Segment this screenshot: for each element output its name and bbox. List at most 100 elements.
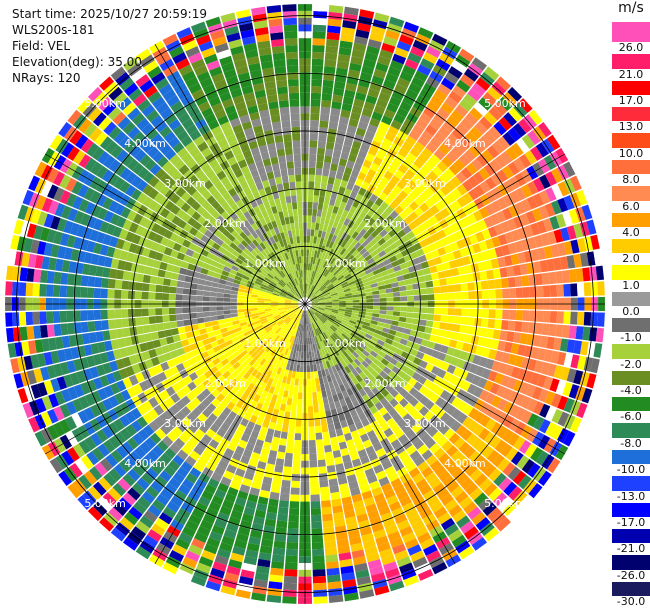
range-gate-cell <box>589 327 598 342</box>
range-gate-cell <box>286 535 299 543</box>
range-gate-cell <box>369 117 381 128</box>
range-gate-cell <box>409 433 420 445</box>
range-gate-cell <box>303 310 305 318</box>
range-gate-cell <box>67 208 78 222</box>
range-gate-cell <box>28 416 41 433</box>
range-gate-cell <box>164 329 173 338</box>
range-gate-cell <box>212 561 227 572</box>
range-gate-cell <box>69 222 80 236</box>
range-gate-cell <box>297 316 301 324</box>
range-gate-cell <box>419 112 432 124</box>
range-gate-cell <box>350 317 358 323</box>
range-gate-cell <box>513 102 528 118</box>
range-gate-cell <box>287 311 294 316</box>
range-gate-cell <box>86 379 97 393</box>
range-gate-cell <box>527 358 537 372</box>
range-gate-cell <box>260 331 268 338</box>
range-gate-cell <box>305 310 307 318</box>
range-gate-cell <box>199 174 210 185</box>
velocity-ray <box>311 161 576 302</box>
range-gate-cell <box>99 352 109 364</box>
range-gate-cell <box>559 256 569 270</box>
range-gate-cell <box>39 325 49 339</box>
range-gate-cell <box>278 410 285 418</box>
range-gate-cell <box>329 314 337 319</box>
range-gate-cell <box>197 383 207 393</box>
range-gate-cell <box>92 242 103 255</box>
range-gate-cell <box>371 221 380 230</box>
range-gate-cell <box>54 336 64 350</box>
range-gate-cell <box>349 283 357 288</box>
range-gate-cell <box>194 230 204 240</box>
range-gate-cell <box>410 550 425 562</box>
range-gate-cell <box>310 277 315 285</box>
range-gate-cell <box>513 215 524 229</box>
range-gate-cell <box>329 289 337 294</box>
range-gate-cell <box>389 357 398 366</box>
range-gate-cell <box>284 569 298 577</box>
range-gate-cell <box>255 181 264 191</box>
range-gate-cell <box>168 307 176 315</box>
range-gate-cell <box>502 429 514 443</box>
range-gate-cell <box>510 229 521 242</box>
range-gate-cell <box>318 341 324 349</box>
range-gate-cell <box>308 309 313 316</box>
range-gate-cell <box>489 435 502 449</box>
range-gate-cell <box>444 330 453 339</box>
range-gate-cell <box>255 346 263 354</box>
range-gate-cell <box>211 379 221 389</box>
range-gate-cell <box>496 169 509 183</box>
range-gate-cell <box>77 345 87 358</box>
range-gate-cell <box>308 419 315 427</box>
range-gate-cell <box>96 193 107 207</box>
range-gate-cell <box>493 492 508 507</box>
range-gate-cell <box>326 38 340 48</box>
range-gate-cell <box>498 116 512 131</box>
range-gate-cell <box>293 315 298 322</box>
range-gate-cell <box>507 127 521 142</box>
range-gate-cell <box>389 398 399 408</box>
range-gate-cell <box>244 363 252 372</box>
range-gate-cell <box>76 224 87 238</box>
range-gate-cell <box>226 354 235 362</box>
range-gate-cell <box>339 266 347 273</box>
range-gate-cell <box>122 377 133 389</box>
range-gate-cell <box>496 425 509 439</box>
range-gate-cell <box>413 439 425 450</box>
range-gate-cell <box>318 251 324 259</box>
range-gate-cell <box>389 501 402 512</box>
range-gate-cell <box>48 200 60 215</box>
range-gate-cell <box>291 371 296 379</box>
range-gate-cell <box>320 216 326 225</box>
range-gate-cell <box>376 182 386 192</box>
range-gate-cell <box>411 76 425 88</box>
range-gate-cell <box>169 153 181 166</box>
range-gate-cell <box>479 180 491 194</box>
range-gate-cell <box>306 344 309 352</box>
range-gate-cell <box>545 422 557 437</box>
range-gate-cell <box>253 320 261 325</box>
range-gate-cell <box>404 58 419 70</box>
range-gate-cell <box>508 107 523 122</box>
range-gate-cell <box>218 186 228 196</box>
range-gate-cell <box>308 309 314 316</box>
range-gate-cell <box>347 363 355 372</box>
range-gate-cell <box>547 231 557 245</box>
range-gate-cell <box>306 317 308 325</box>
range-gate-cell <box>369 81 382 92</box>
range-gate-cell <box>366 552 380 563</box>
range-gate-cell <box>323 66 336 75</box>
range-gate-cell <box>138 236 148 247</box>
range-gate-cell <box>359 219 368 229</box>
range-gate-cell <box>345 309 353 313</box>
range-gate-cell <box>324 148 334 157</box>
range-gate-cell <box>433 256 443 265</box>
range-gate-cell <box>282 596 297 604</box>
range-gate-cell <box>159 143 172 156</box>
range-gate-cell <box>428 182 440 193</box>
range-gate-cell <box>28 175 41 192</box>
range-gate-cell <box>478 135 492 149</box>
range-gate-cell <box>235 199 245 209</box>
range-gate-cell <box>174 106 187 119</box>
range-gate-cell <box>297 330 300 338</box>
